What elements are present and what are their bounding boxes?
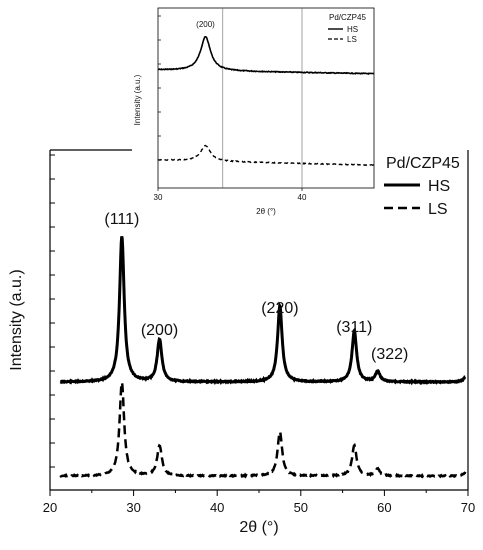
main-y-ticks [50, 154, 55, 468]
peak-label: (200) [141, 322, 178, 339]
main-x-ticks: 20 30 40 50 60 70 [43, 490, 475, 515]
legend-label-ls: LS [428, 201, 448, 218]
peak-annotations: (111) (200) (220) (311) (322) [104, 211, 408, 363]
inset-series-line-ls [157, 144, 375, 167]
peak-label: (220) [261, 300, 298, 317]
peak-label: (311) [336, 319, 372, 336]
peak-label: (322) [371, 346, 408, 363]
inset-series-line-hs [158, 36, 375, 76]
peak-label: (111) [104, 211, 139, 228]
y-axis-label: Intensity (a.u.) [8, 269, 25, 370]
inset-border [157, 7, 375, 189]
inset-y-axis-label: Intensity (a.u.) [133, 74, 142, 125]
x-tick-label: 60 [377, 500, 391, 515]
inset-peak-annotation: (200) [196, 20, 215, 29]
x-axis-label: 2θ (°) [239, 519, 278, 536]
x-tick-label: 70 [461, 500, 475, 515]
x-tick-label: 50 [294, 500, 308, 515]
inset-legend: Pd/CZP45 HS LS [328, 13, 366, 44]
inset-chart: 30 40 (200) 2θ (°) Intensity (a.u.) Pd/CZ… [133, 7, 375, 216]
series-line-hs [59, 236, 467, 386]
inset-x-ticks: 30 40 [154, 188, 307, 202]
inset-x-tick-label: 30 [154, 193, 163, 202]
legend-label-hs: HS [428, 178, 450, 195]
inset-y-ticks [158, 15, 161, 161]
inset-legend-label-ls: LS [347, 35, 357, 44]
inset-axes-frame [157, 7, 375, 189]
series-line-ls [59, 379, 467, 479]
inset-legend-title: Pd/CZP45 [329, 13, 366, 22]
x-tick-label: 30 [126, 500, 140, 515]
legend-title: Pd/CZP45 [386, 155, 460, 172]
main-legend: Pd/CZP45 HS LS [384, 155, 460, 218]
x-tick-label: 40 [210, 500, 224, 515]
inset-x-axis-label: 2θ (°) [256, 207, 276, 216]
inset-x-tick-label: 40 [298, 193, 307, 202]
inset-background [158, 8, 374, 188]
x-tick-label: 20 [43, 500, 57, 515]
inset-legend-label-hs: HS [347, 25, 358, 34]
main-axes-frame [49, 149, 469, 491]
inset-reference-lines [222, 8, 303, 188]
main-chart: 20 30 40 50 60 70 (111) (200) (220) (311) (322) 2… [8, 149, 475, 536]
